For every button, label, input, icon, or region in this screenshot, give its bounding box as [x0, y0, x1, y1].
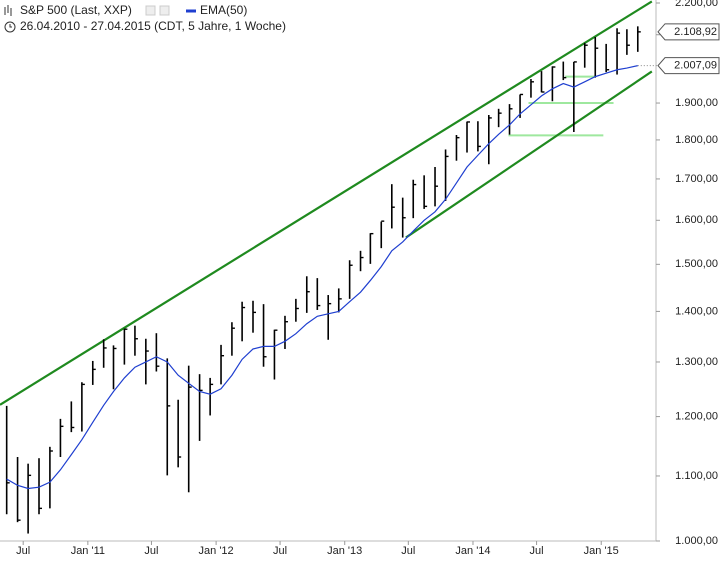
x-tick-label: Jan '12	[199, 545, 234, 557]
chart-title: S&P 500 (Last, XXP)	[20, 3, 132, 17]
price-label: 2.108,92	[674, 26, 717, 38]
y-tick-label: 2.200,00	[675, 0, 718, 9]
x-tick-label: Jan '11	[71, 545, 105, 557]
y-tick-label: 1.400,00	[675, 305, 718, 317]
y-tick-label: 1.700,00	[675, 173, 718, 185]
settings-icon[interactable]	[145, 5, 156, 16]
y-tick-label: 1.800,00	[675, 134, 718, 146]
y-tick-label: 1.600,00	[675, 214, 718, 226]
legend-label: EMA(50)	[200, 3, 247, 17]
x-tick-label: Jul	[273, 545, 287, 557]
x-tick-label: Jul	[530, 545, 544, 557]
price-box	[657, 23, 720, 41]
trend-line	[0, 0, 653, 406]
clock-hands	[9, 24, 12, 28]
ema-line	[6, 65, 638, 490]
x-tick-label: Jul	[401, 545, 415, 557]
header-icon	[4, 5, 12, 16]
chart-subtitle: 26.04.2010 - 27.04.2015 (CDT, 5 Jahre, 1…	[20, 19, 286, 33]
x-tick-label: Jul	[144, 545, 158, 557]
price-label: 2.007,09	[674, 60, 717, 72]
x-tick-label: Jan '14	[455, 545, 490, 557]
y-tick-label: 1.300,00	[675, 356, 718, 368]
x-tick-label: Jan '13	[327, 545, 362, 557]
trend-line	[405, 70, 653, 239]
close-icon[interactable]	[159, 5, 170, 16]
y-tick-label: 1.200,00	[675, 411, 718, 423]
plot-area	[0, 0, 653, 534]
x-tick-label: Jan '15	[584, 545, 619, 557]
y-tick-label: 1.900,00	[675, 97, 718, 109]
y-tick-label: 1.000,00	[675, 535, 718, 547]
y-tick-label: 1.500,00	[675, 258, 718, 270]
x-tick-label: Jul	[16, 545, 30, 557]
clock-icon	[4, 21, 16, 33]
price-box	[657, 57, 720, 75]
y-tick-label: 1.100,00	[675, 470, 718, 482]
